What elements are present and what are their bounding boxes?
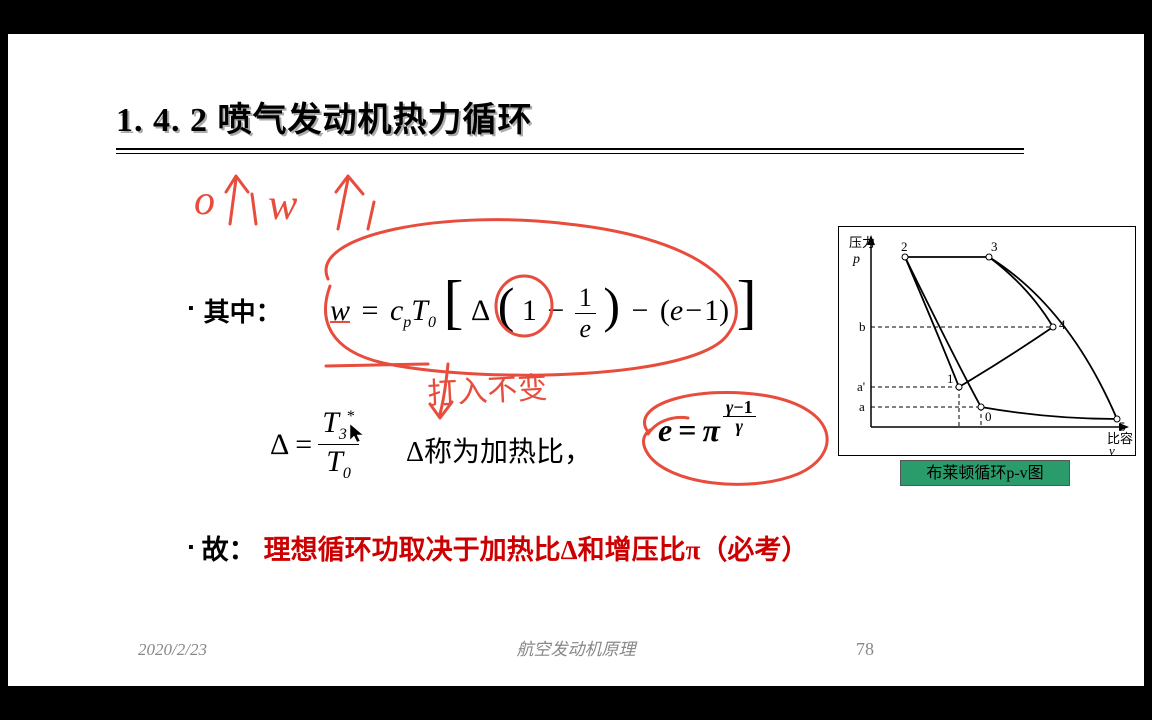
bullet-label: 其中：: [204, 292, 282, 329]
cursor-icon: [348, 422, 366, 444]
bullet-icon: ▪: [188, 539, 194, 557]
slide: 1. 4. 2 喷气发动机热力循环 1. 4. 2 喷气发动机热力循环 ▪ 其中…: [8, 34, 1144, 686]
svg-text:b: b: [859, 319, 866, 334]
conclusion-text: 理想循环功取决于加热比Δ和增压比π（必考）: [264, 528, 809, 567]
bullet-icon: ▪: [188, 300, 194, 318]
bullet-where: ▪ 其中：: [188, 292, 282, 329]
page-number: 78: [856, 639, 874, 660]
svg-text:a': a': [857, 379, 865, 394]
slide-footer: 航空发动机原理: [8, 635, 1144, 660]
equation-work: w = cpT0 [ Δ ( 1 − 1 e ) − (e−1) ]: [330, 266, 757, 344]
svg-text:o: o: [194, 178, 215, 224]
eq-w: w: [330, 294, 350, 327]
pv-diagram: 压力 p 比容 v: [838, 226, 1136, 456]
svg-text:1: 1: [947, 371, 954, 386]
svg-text:a: a: [859, 399, 865, 414]
ylabel-cn: 压力: [849, 235, 875, 250]
svg-text:3: 3: [991, 239, 998, 254]
ylabel: p: [852, 252, 860, 267]
title-rule: [116, 148, 1024, 154]
equation-e: e = π γ−1 γ: [658, 412, 756, 449]
delta-label: Δ称为加热比，: [406, 430, 592, 470]
svg-text:4: 4: [1059, 317, 1066, 332]
svg-text:打入不变: 打入不变: [427, 372, 549, 411]
xlabel: v: [1109, 443, 1115, 457]
diagram-caption: 布莱顿循环p-v图: [900, 460, 1070, 486]
svg-text:w: w: [268, 180, 298, 229]
svg-text:5: 5: [1119, 419, 1126, 434]
conclusion: ▪ 故： 理想循环功取决于加热比Δ和增压比π（必考）: [188, 528, 808, 567]
equation-delta: Δ = T3* T0: [270, 406, 359, 483]
svg-text:2: 2: [901, 239, 908, 254]
svg-text:0: 0: [985, 409, 992, 424]
slide-title: 1. 4. 2 喷气发动机热力循环: [116, 92, 533, 141]
conclusion-label: 故：: [202, 528, 256, 567]
